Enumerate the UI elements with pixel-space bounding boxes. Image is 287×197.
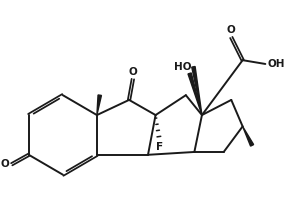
Text: O: O	[129, 67, 137, 77]
Text: F: F	[156, 142, 163, 152]
Text: HO: HO	[174, 62, 192, 72]
Polygon shape	[192, 67, 202, 115]
Text: O: O	[227, 25, 236, 35]
Text: O: O	[0, 159, 9, 169]
Text: OH: OH	[267, 59, 285, 69]
Polygon shape	[97, 95, 101, 115]
Polygon shape	[188, 73, 202, 115]
Polygon shape	[243, 126, 254, 146]
